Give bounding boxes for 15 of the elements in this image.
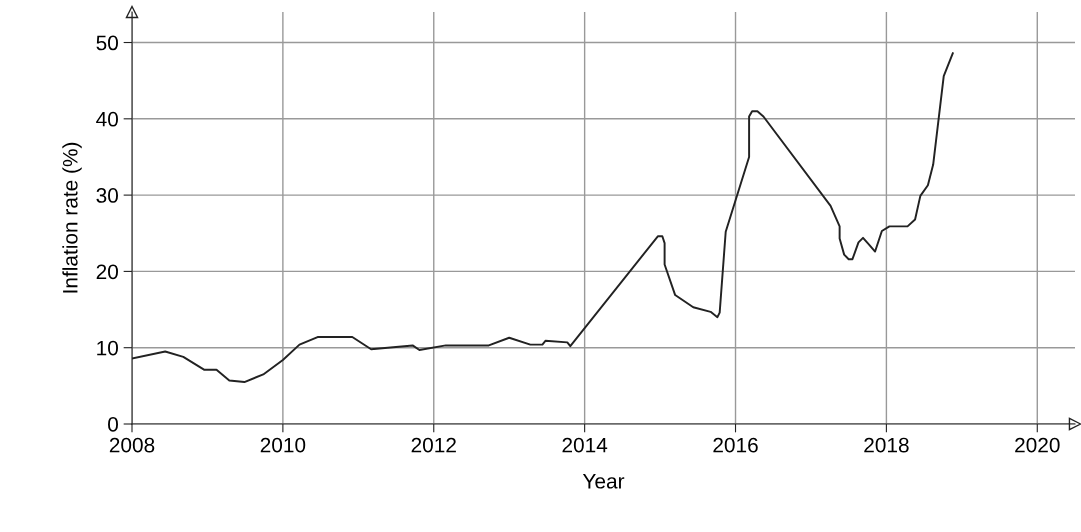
x-tick-label: 2008	[109, 437, 155, 453]
x-tick-label: 2018	[864, 437, 909, 453]
y-tick-label: 50	[96, 35, 118, 51]
x-tick-label: 2016	[713, 437, 758, 453]
y-tick-label: 20	[96, 264, 118, 280]
y-axis-title: Inflation rate (%)	[62, 142, 82, 293]
x-tick-label: 2014	[562, 437, 608, 453]
x-tick-label: 2010	[260, 437, 306, 453]
y-tick-label: 40	[96, 111, 118, 127]
x-tick-label: 2020	[1015, 437, 1060, 453]
x-axis-title: Year	[582, 474, 625, 489]
x-tick-label: 2012	[411, 437, 456, 453]
y-tick-label: 10	[97, 340, 118, 356]
y-tick-label: 30	[96, 188, 118, 203]
y-tick-label: 0	[108, 417, 118, 432]
